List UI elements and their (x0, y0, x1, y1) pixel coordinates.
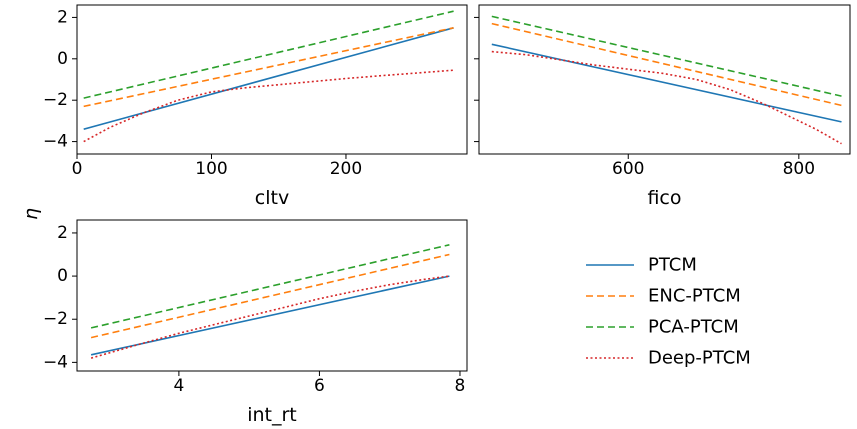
y-tick-label: 2 (57, 7, 68, 27)
legend-entry-deep-ptcm: Deep-PTCM (586, 348, 751, 369)
x-axis-label: cltv (255, 187, 289, 209)
y-tick-label: 0 (57, 266, 68, 286)
x-tick-label: 100 (195, 159, 227, 179)
y-tick-label: 0 (57, 49, 68, 69)
series-line-deep-ptcm (83, 69, 454, 143)
subplot-int_rt: 2 0 −2 −4 4 6 8 int_rt (43, 219, 468, 426)
legend-label: Deep-PTCM (648, 348, 751, 369)
y-tick-label: −4 (43, 352, 68, 372)
series-line-deep-ptcm (90, 275, 450, 359)
legend: PTCM ENC-PTCM PCA-PTCM Deep-PTCM (586, 255, 751, 369)
legend-label: ENC-PTCM (648, 286, 741, 307)
series-line-deep-ptcm (491, 50, 842, 145)
subplot-fico: 600 800 fico (474, 4, 851, 209)
legend-label: PTCM (648, 255, 697, 276)
legend-entry-enc-ptcm: ENC-PTCM (586, 286, 741, 307)
y-tick-label: −4 (43, 132, 68, 152)
axes-frame (76, 4, 468, 155)
legend-entry-pca-ptcm: PCA-PTCM (586, 317, 739, 338)
series-line-enc-ptcm (491, 22, 842, 107)
series-line-pca-ptcm (83, 10, 454, 99)
x-tick-label: 600 (612, 159, 644, 179)
x-tick-label: 6 (314, 376, 325, 396)
axes-frame (76, 219, 468, 372)
x-tick-label: 8 (455, 376, 466, 396)
series-line-ptcm (491, 43, 842, 123)
series-line-ptcm (90, 275, 450, 356)
series-line-enc-ptcm (83, 27, 454, 108)
series-line-ptcm (83, 27, 454, 130)
x-tick-label: 0 (72, 159, 83, 179)
series-line-pca-ptcm (90, 244, 450, 329)
legend-entry-ptcm: PTCM (586, 255, 697, 276)
legend-label: PCA-PTCM (648, 317, 739, 338)
y-tick-label: −2 (43, 309, 68, 329)
x-tick-label: 200 (330, 159, 362, 179)
series-line-pca-ptcm (491, 15, 842, 97)
shared-y-axis-label: η (20, 208, 42, 220)
y-tick-label: −2 (43, 90, 68, 110)
x-axis-label: fico (647, 187, 681, 209)
series-line-enc-ptcm (90, 253, 450, 339)
x-tick-label: 4 (173, 376, 184, 396)
y-tick-label: 2 (57, 223, 68, 243)
x-tick-label: 800 (783, 159, 815, 179)
axes-frame (478, 4, 851, 155)
x-axis-label: int_rt (247, 404, 297, 426)
